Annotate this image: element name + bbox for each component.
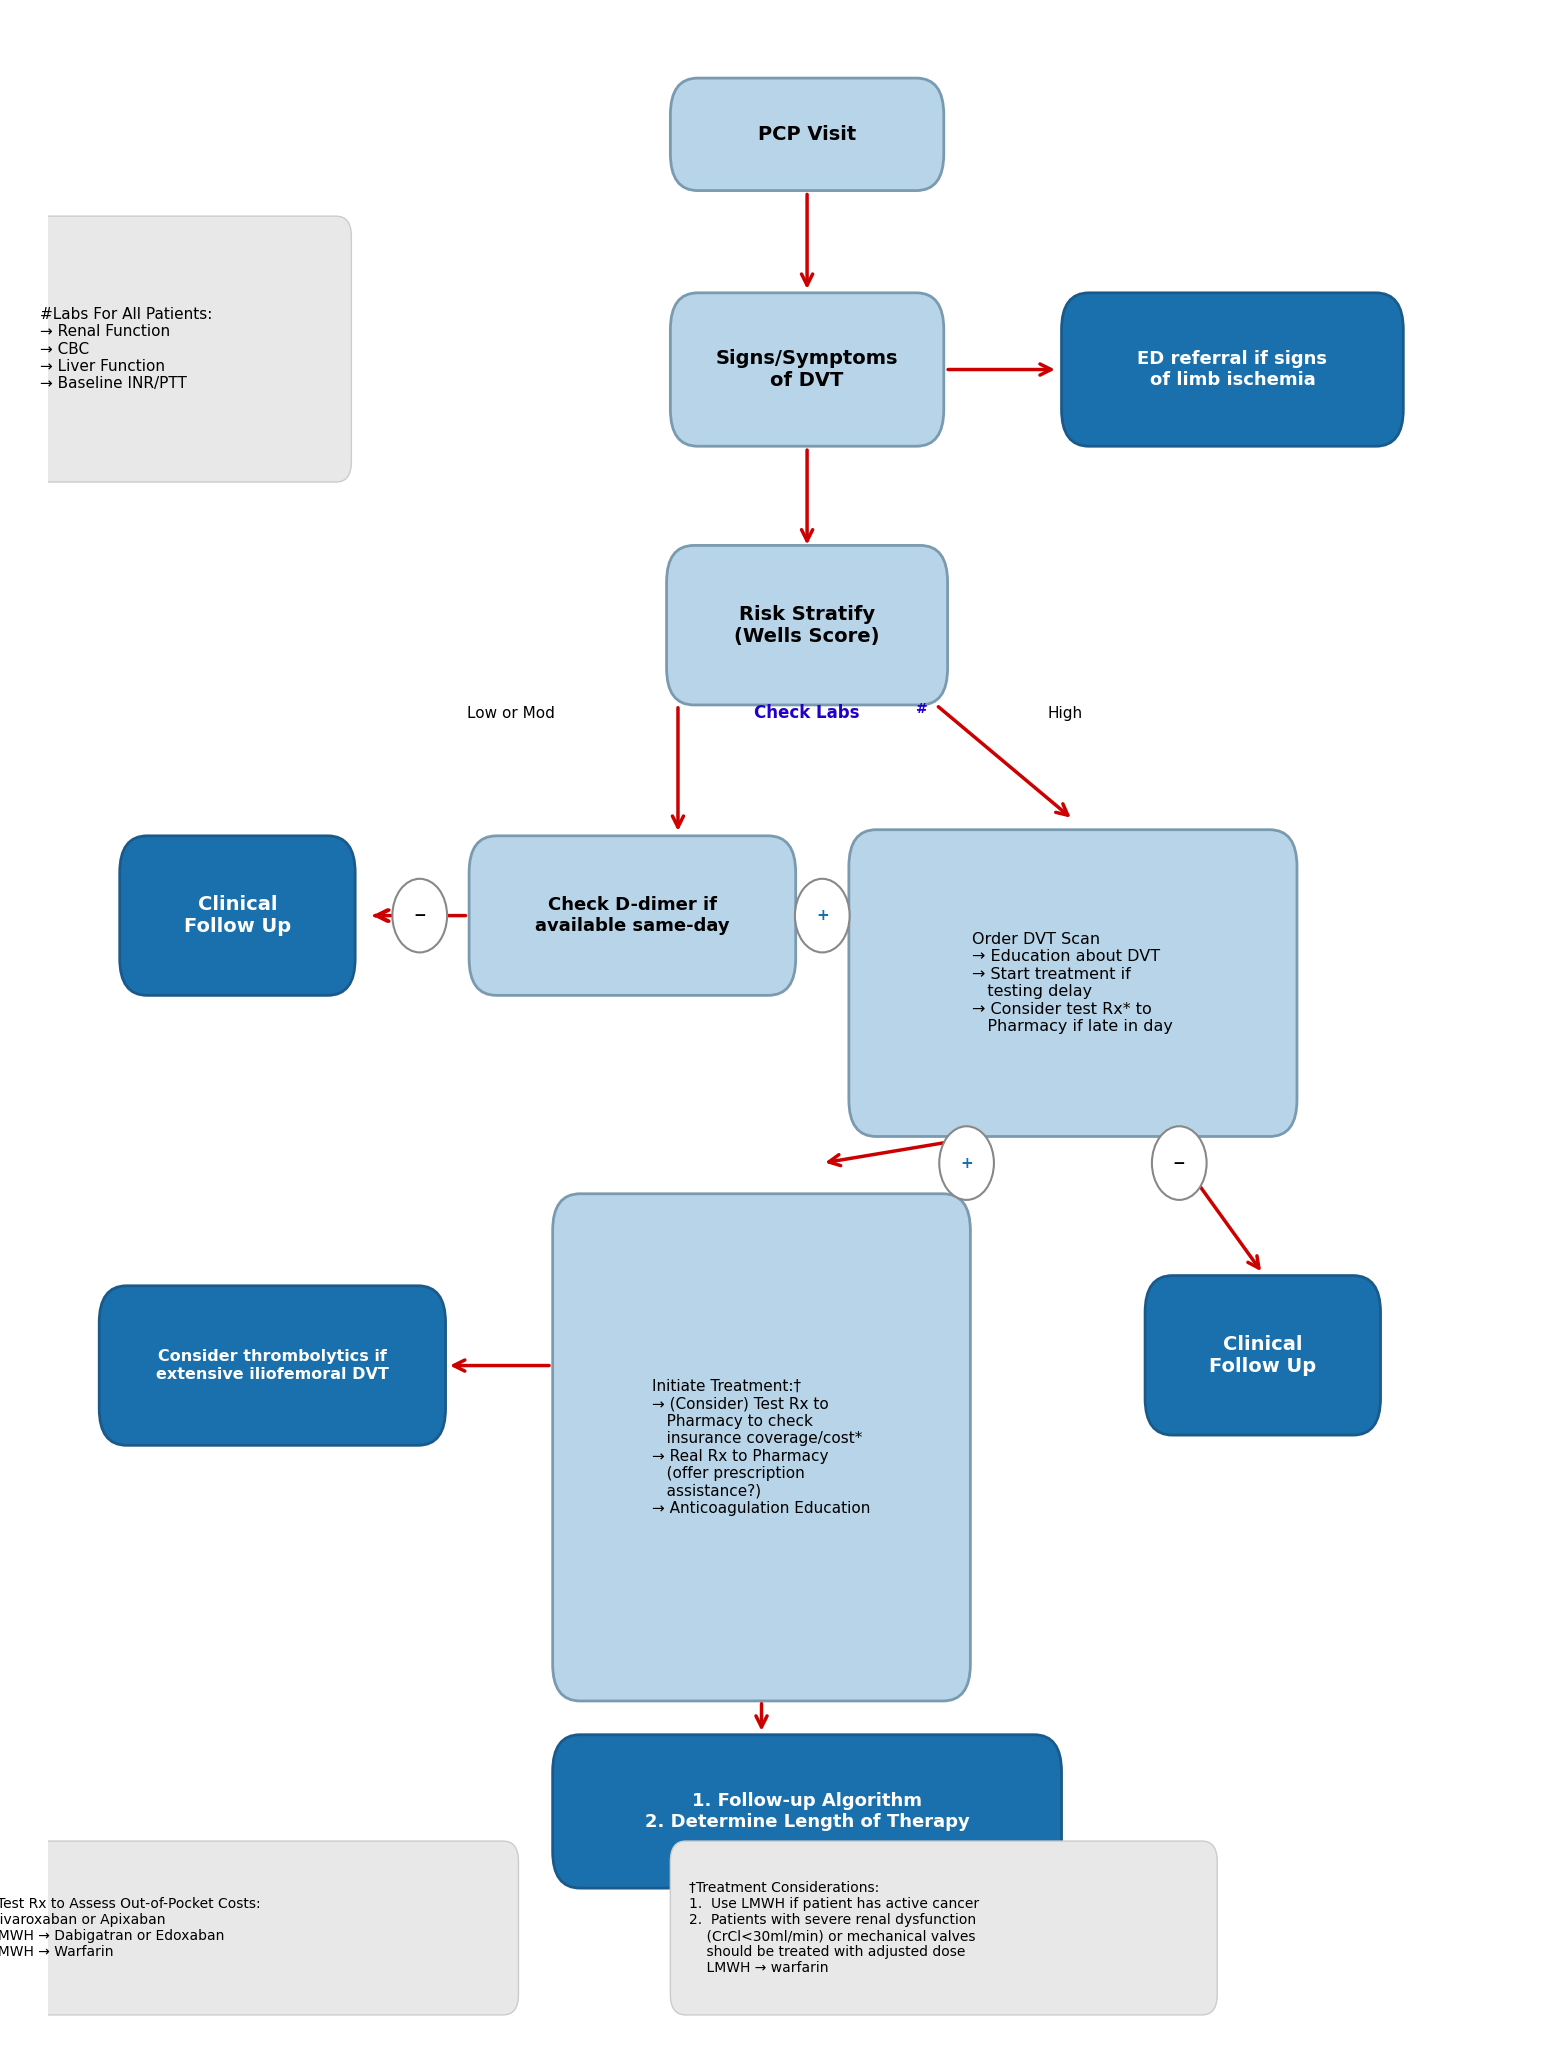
Text: PCP Visit: PCP Visit [757,125,856,143]
Text: 1. Follow-up Algorithm
2. Determine Length of Therapy: 1. Follow-up Algorithm 2. Determine Leng… [644,1792,969,1831]
FancyBboxPatch shape [848,829,1297,1137]
Text: Clinical
Follow Up: Clinical Follow Up [1209,1335,1317,1376]
FancyBboxPatch shape [552,1194,971,1702]
Text: †Treatment Considerations:
1.  Use LMWH if patient has active cancer
2.  Patient: †Treatment Considerations: 1. Use LMWH i… [688,1880,978,1976]
Text: ED referral if signs
of limb ischemia: ED referral if signs of limb ischemia [1137,350,1328,389]
Circle shape [795,879,850,952]
Text: *Test Rx to Assess Out-of-Pocket Costs:
Rivaroxaban or Apixaban
LMWH → Dabigatra: *Test Rx to Assess Out-of-Pocket Costs: … [0,1896,260,1960]
Text: Risk Stratify
(Wells Score): Risk Stratify (Wells Score) [734,604,880,645]
FancyBboxPatch shape [671,78,944,190]
FancyBboxPatch shape [671,293,944,446]
Text: −: − [1173,1155,1185,1171]
Text: Low or Mod: Low or Mod [467,707,555,721]
Text: Signs/Symptoms
of DVT: Signs/Symptoms of DVT [717,348,898,389]
FancyBboxPatch shape [1062,293,1403,446]
Circle shape [392,879,447,952]
FancyBboxPatch shape [17,217,351,481]
Text: #: # [916,702,928,717]
FancyBboxPatch shape [666,545,947,705]
Circle shape [1152,1126,1207,1200]
Text: Consider thrombolytics if
extensive iliofemoral DVT: Consider thrombolytics if extensive ilio… [155,1350,389,1382]
Text: −: − [414,907,426,924]
Text: #Labs For All Patients:
→ Renal Function
→ CBC
→ Liver Function
→ Baseline INR/P: #Labs For All Patients: → Renal Function… [39,307,212,391]
Text: Clinical
Follow Up: Clinical Follow Up [183,895,292,936]
Circle shape [939,1126,994,1200]
Text: Initiate Treatment:†
→ (Consider) Test Rx to
   Pharmacy to check
   insurance c: Initiate Treatment:† → (Consider) Test R… [652,1378,870,1516]
FancyBboxPatch shape [1145,1276,1380,1436]
FancyBboxPatch shape [552,1735,1062,1888]
Text: Order DVT Scan
→ Education about DVT
→ Start treatment if
   testing delay
→ Con: Order DVT Scan → Education about DVT → S… [972,932,1173,1034]
FancyBboxPatch shape [0,1841,519,2015]
FancyBboxPatch shape [119,836,356,995]
Text: +: + [815,907,828,924]
FancyBboxPatch shape [469,836,795,995]
Text: +: + [960,1155,974,1171]
Text: High: High [1047,707,1083,721]
Text: Check D-dimer if
available same-day: Check D-dimer if available same-day [535,897,729,936]
FancyBboxPatch shape [671,1841,1217,2015]
Text: Check Labs: Check Labs [754,705,859,723]
FancyBboxPatch shape [99,1286,445,1446]
